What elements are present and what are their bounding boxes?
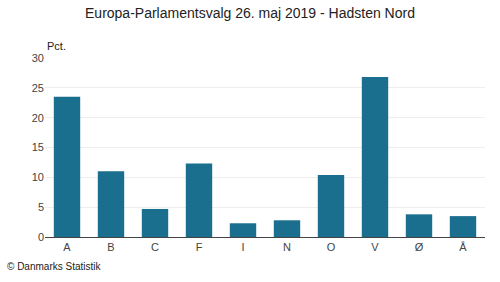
svg-text:10: 10 xyxy=(32,171,44,183)
svg-text:30: 30 xyxy=(32,52,44,64)
svg-text:Europa-Parlamentsvalg 26. maj: Europa-Parlamentsvalg 26. maj 2019 - Had… xyxy=(85,5,415,21)
svg-text:Ø: Ø xyxy=(415,241,424,253)
svg-text:15: 15 xyxy=(32,141,44,153)
svg-text:Pct.: Pct. xyxy=(47,40,66,52)
svg-text:O: O xyxy=(327,241,336,253)
svg-text:20: 20 xyxy=(32,112,44,124)
svg-text:A: A xyxy=(63,241,71,253)
svg-text:0: 0 xyxy=(38,231,44,243)
svg-text:F: F xyxy=(196,241,203,253)
svg-text:© Danmarks Statistik: © Danmarks Statistik xyxy=(7,261,102,272)
svg-text:5: 5 xyxy=(38,201,44,213)
svg-text:C: C xyxy=(151,241,159,253)
svg-text:Å: Å xyxy=(459,241,467,253)
svg-text:I: I xyxy=(241,241,244,253)
svg-text:25: 25 xyxy=(32,82,44,94)
svg-text:V: V xyxy=(371,241,379,253)
svg-text:B: B xyxy=(107,241,114,253)
svg-text:N: N xyxy=(283,241,291,253)
